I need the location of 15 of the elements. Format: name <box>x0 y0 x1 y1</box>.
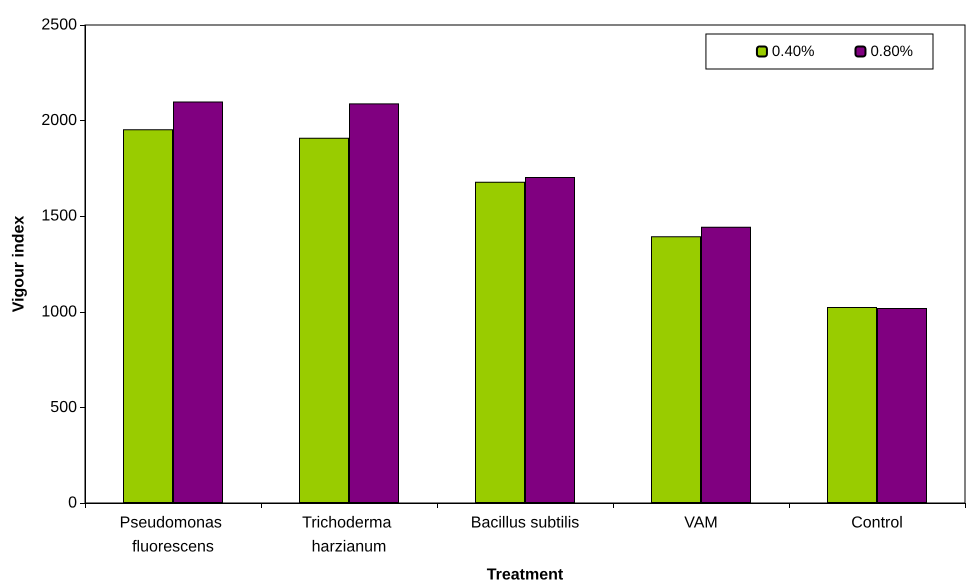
x-tick-label: VAM <box>684 514 718 532</box>
legend-label: 0.80% <box>870 43 914 60</box>
y-axis-title: Vigour index <box>10 216 28 312</box>
y-tick-label: 0 <box>68 494 78 512</box>
x-tick-label: Trichoderma harzianum <box>302 514 396 556</box>
y-tick-label: 500 <box>50 398 78 416</box>
legend-label: 0.40% <box>772 43 814 60</box>
x-tick-label: Pseudomonas fluorescens <box>120 514 226 556</box>
y-tick-label: 2000 <box>41 112 78 130</box>
y-tick-label: 1000 <box>41 303 78 320</box>
y-tick-label: 2500 <box>41 16 78 34</box>
x-tick-label: Control <box>851 514 903 532</box>
x-tick-label: Bacillus subtilis <box>470 514 580 532</box>
y-tick-label: 1500 <box>41 208 78 225</box>
x-axis-title: Treatment <box>486 566 564 584</box>
